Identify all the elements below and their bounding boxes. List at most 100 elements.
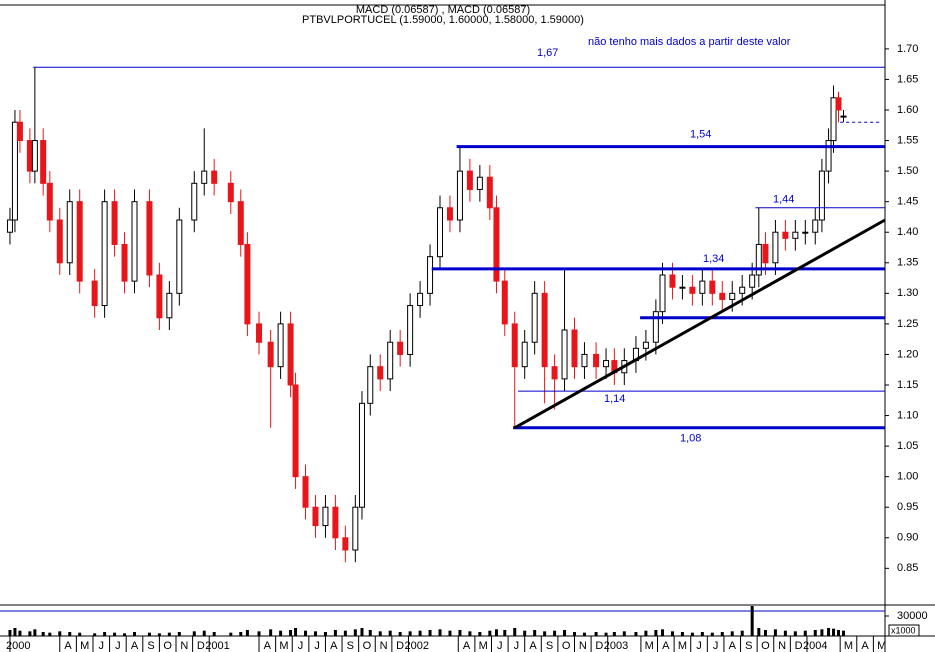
volume-bar: [398, 632, 402, 636]
volume-bar: [33, 629, 37, 636]
candle-body: [227, 182, 234, 203]
candle-body: [699, 280, 706, 294]
volume-bar: [458, 630, 462, 636]
volume-bar: [323, 632, 327, 636]
volume-bar: [212, 632, 216, 636]
candle-body: [642, 341, 649, 349]
candle-body: [709, 280, 716, 294]
y-tick-label: 1.35: [897, 257, 918, 269]
level-label: 1,54: [690, 129, 711, 141]
y-tick-label: 1.70: [897, 43, 918, 55]
candle-body: [146, 201, 153, 276]
candle-body: [466, 170, 473, 190]
volume-bar: [428, 630, 432, 636]
volume-bar: [13, 628, 17, 636]
x-tick-label: O: [761, 640, 770, 652]
candle-body: [830, 97, 837, 142]
x-tick-label: 2000: [6, 640, 30, 652]
candle-body: [397, 341, 404, 355]
candle-body: [571, 329, 578, 368]
volume-bar: [837, 630, 841, 636]
y-tick-label: 1.10: [897, 409, 918, 421]
candle-body: [166, 292, 173, 319]
volume-bar: [257, 631, 261, 636]
y-tick-label: 0.90: [897, 532, 918, 544]
y-tick-label: 1.60: [897, 104, 918, 116]
x-tick-label: J: [99, 640, 105, 652]
volume-bar: [832, 628, 836, 636]
candle-body: [11, 121, 18, 221]
candle-body: [66, 201, 73, 264]
y-tick-label: 0.85: [897, 562, 918, 574]
volume-bar: [304, 630, 308, 636]
x-tick-label: J: [514, 640, 520, 652]
x-tick-label: A: [330, 640, 338, 652]
volume-bar: [533, 630, 537, 636]
volume-bar: [478, 632, 482, 636]
candle-body: [244, 243, 251, 325]
candle-body: [521, 341, 528, 368]
y-tick-label: 1.40: [897, 226, 918, 238]
volume-bar: [793, 631, 797, 636]
candle-body: [56, 219, 63, 264]
candle-body: [312, 506, 319, 527]
candle-body: [131, 201, 138, 282]
level-label: 1,67: [537, 47, 558, 59]
volume-bar: [202, 630, 206, 636]
x-tick-label: 2002: [405, 640, 429, 652]
volume-bar: [670, 631, 674, 636]
candle-body: [156, 274, 163, 319]
volume-bar: [563, 630, 567, 636]
candle-body: [358, 402, 365, 508]
candle-body: [749, 274, 756, 288]
x-tick-label: 2004: [803, 640, 827, 652]
candle-body: [76, 201, 83, 282]
volume-bar: [378, 631, 382, 636]
candle-body: [437, 207, 444, 258]
volume-bar: [523, 630, 527, 636]
candle-body: [407, 305, 414, 355]
level-label: 1,14: [604, 393, 625, 405]
volume-bar: [594, 632, 598, 636]
x-tick-label: N: [778, 640, 786, 652]
volume-bar: [239, 632, 243, 636]
candle-body: [825, 140, 832, 172]
volume-bar: [634, 632, 638, 636]
candle-body: [541, 292, 548, 368]
y-tick-label: 1.65: [897, 73, 918, 85]
x-tick-label: N: [180, 640, 188, 652]
x-tick-label: A: [729, 640, 737, 652]
x-tick-label: 2001: [205, 640, 229, 652]
x-tick-label: M: [844, 640, 853, 652]
x-tick-label: M: [479, 640, 488, 652]
candle-body: [812, 219, 819, 233]
volume-bar: [192, 631, 196, 636]
volume-bar: [553, 630, 557, 636]
candle-body: [277, 323, 284, 368]
volume-bar: [690, 632, 694, 636]
candle-body: [739, 286, 746, 294]
volume-bar: [622, 631, 626, 636]
x-tick-label: M: [645, 640, 654, 652]
x-tick-label: S: [147, 640, 154, 652]
volume-bar: [468, 631, 472, 636]
candle-body: [792, 231, 799, 239]
volume-bar: [750, 606, 754, 636]
volume-bar: [167, 632, 171, 636]
level-label: 1,34: [703, 253, 724, 265]
candle-body: [31, 140, 38, 172]
x-tick-label: S: [546, 640, 553, 652]
volume-bar: [313, 631, 317, 636]
y-tick-label: 1.45: [897, 196, 918, 208]
candle-body: [603, 360, 610, 368]
x-tick-label: 2003: [604, 640, 628, 652]
candle-body: [679, 286, 686, 289]
candle-body: [719, 292, 726, 300]
candle-body: [16, 121, 23, 142]
volume-bar: [813, 630, 817, 636]
volume-bar: [279, 630, 283, 636]
x-tick-label: M: [877, 640, 886, 652]
volume-bar: [582, 632, 586, 636]
